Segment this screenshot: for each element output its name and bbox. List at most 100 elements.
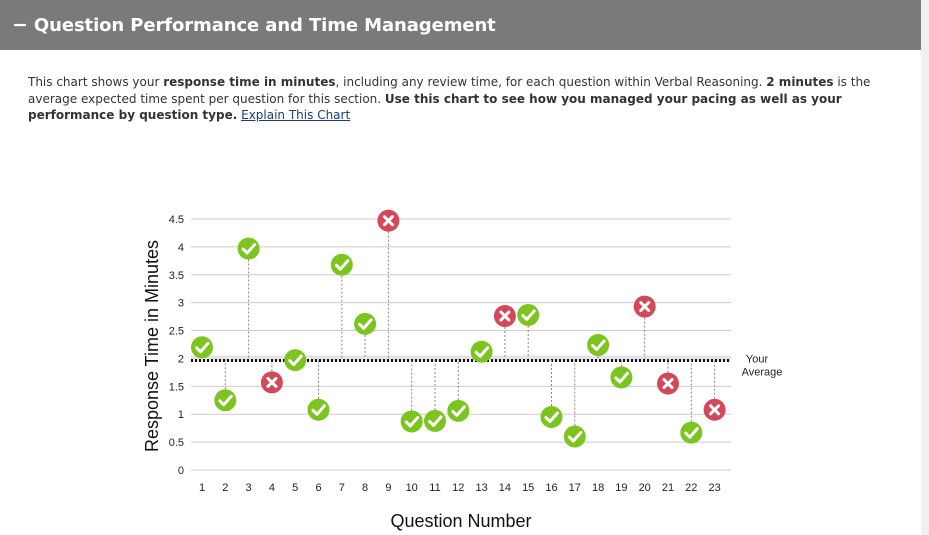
y-tick-label: 0 <box>178 465 184 477</box>
data-point-q7 <box>330 253 353 276</box>
y-tick-label: 0.5 <box>169 437 184 449</box>
data-point-q9 <box>377 209 400 232</box>
x-tick-label: 21 <box>662 482 674 494</box>
x-icon <box>499 310 511 322</box>
data-point-q10 <box>400 410 423 433</box>
scrollbar-track[interactable] <box>921 0 929 535</box>
x-tick-label: 6 <box>315 482 321 494</box>
marker <box>517 303 540 326</box>
x-icon <box>382 215 394 227</box>
data-point-q20 <box>633 295 656 318</box>
check-icon <box>451 405 466 417</box>
x-icon <box>266 376 278 388</box>
data-point-q12 <box>447 399 470 422</box>
marker <box>191 336 213 359</box>
x-tick-label: 1 <box>199 482 205 494</box>
x-tick-label: 14 <box>499 482 511 494</box>
x-tick-label: 16 <box>545 482 557 494</box>
check-icon <box>311 404 326 416</box>
check-icon <box>404 415 420 428</box>
marker <box>587 334 610 357</box>
collapse-toggle-icon[interactable]: − <box>12 14 28 36</box>
data-point-q19 <box>610 366 633 389</box>
data-point-q21 <box>657 372 679 395</box>
section-header[interactable]: − Question Performance and Time Manageme… <box>0 0 921 50</box>
x-tick-label: 22 <box>685 482 697 494</box>
description-text: is the average expected time spent per q… <box>28 75 871 106</box>
data-point-q18 <box>587 334 610 357</box>
marker <box>307 398 330 421</box>
x-axis-title: Question Number <box>390 511 531 531</box>
x-tick-label: 17 <box>569 482 581 494</box>
description-text: , including any review time, for each qu… <box>335 75 767 89</box>
description-bold: response time in minutes <box>163 75 336 89</box>
check-icon <box>684 427 699 439</box>
check-icon <box>288 354 303 367</box>
data-point-q15 <box>517 303 540 326</box>
x-tick-label: 5 <box>292 482 298 494</box>
x-tick-label: 19 <box>615 482 627 494</box>
x-tick-label: 3 <box>246 482 252 494</box>
check-icon <box>521 309 536 321</box>
check-icon <box>567 431 583 443</box>
marker <box>470 340 493 363</box>
data-point-q22 <box>680 421 703 444</box>
marker <box>400 410 423 433</box>
data-point-q5 <box>284 349 307 372</box>
marker <box>610 366 633 389</box>
x-icon <box>639 301 651 313</box>
data-point-q13 <box>470 340 493 363</box>
marker <box>330 253 353 276</box>
x-tick-label: 12 <box>452 482 464 494</box>
x-tick-label: 9 <box>385 482 391 494</box>
y-axis-title: Response Time in Minutes <box>142 240 162 452</box>
marker <box>424 409 446 432</box>
average-label: Your <box>746 353 769 365</box>
data-point-q6 <box>307 398 330 421</box>
x-icon <box>709 404 721 416</box>
x-tick-label: 10 <box>406 482 418 494</box>
x-tick-label: 18 <box>592 482 604 494</box>
explain-chart-link[interactable]: Explain This Chart <box>241 108 351 122</box>
data-point-q2 <box>214 389 237 412</box>
marker <box>447 399 470 422</box>
average-label: Average <box>742 366 783 378</box>
x-tick-label: 7 <box>339 482 345 494</box>
y-tick-label: 3.5 <box>169 270 184 282</box>
marker <box>540 406 563 429</box>
x-tick-label: 4 <box>269 482 275 494</box>
check-icon <box>241 243 257 255</box>
section-title: Question Performance and Time Management <box>33 14 496 36</box>
x-tick-label: 15 <box>522 482 534 494</box>
y-tick-label: 3 <box>178 298 184 310</box>
description-bold: 2 minutes <box>766 75 834 89</box>
x-icon <box>662 378 674 390</box>
y-tick-label: 2.5 <box>169 326 184 338</box>
marker <box>284 349 307 372</box>
y-tick-label: 2 <box>178 353 184 365</box>
y-tick-label: 4.5 <box>169 214 184 226</box>
check-icon <box>474 346 490 358</box>
data-point-q1 <box>191 336 213 359</box>
marker <box>214 389 237 412</box>
data-point-q4 <box>260 371 283 394</box>
x-tick-label: 8 <box>362 482 368 494</box>
x-tick-label: 20 <box>639 482 651 494</box>
description-bold: Use this chart to see how you managed yo… <box>28 91 842 123</box>
chart-description: This chart shows your response time in m… <box>28 74 898 124</box>
data-point-q17 <box>563 425 586 448</box>
x-tick-label: 2 <box>222 482 228 494</box>
marker <box>680 421 703 444</box>
data-point-q14 <box>493 305 516 328</box>
x-tick-label: 13 <box>475 482 487 494</box>
check-icon <box>544 411 559 424</box>
data-point-q23 <box>703 398 726 421</box>
data-point-q11 <box>424 409 446 432</box>
check-icon <box>358 318 373 330</box>
check-icon <box>591 339 606 352</box>
check-icon <box>218 394 233 407</box>
marker <box>563 425 586 448</box>
description-text: This chart shows your <box>28 75 164 89</box>
